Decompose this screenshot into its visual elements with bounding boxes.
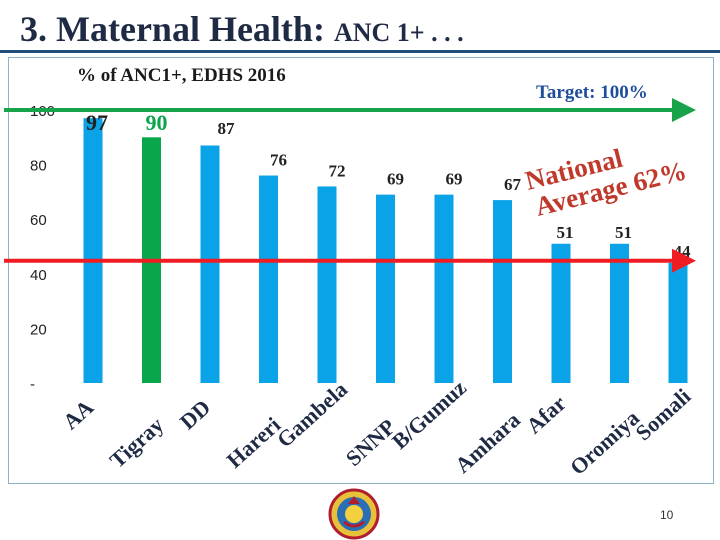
page-number: 10	[660, 508, 674, 522]
data-label: 97	[86, 110, 108, 135]
y-tick-label: 40	[30, 267, 47, 284]
target-label: Target: 100%	[536, 82, 648, 103]
data-labels: 97 90 87 76 72 69 69 67 51 51 44	[86, 110, 691, 261]
x-tick-label: SNNP	[341, 414, 400, 471]
data-label: 69	[446, 170, 463, 189]
x-tick-label: B/Gumuz	[387, 375, 471, 454]
y-tick-label: 80	[30, 158, 47, 175]
x-tick-label: Gambela	[272, 377, 352, 453]
x-tick-label: DD	[175, 395, 215, 435]
data-label: 69	[387, 170, 404, 189]
bar-dd	[200, 145, 220, 383]
reference-lines	[4, 98, 696, 273]
chart-frame	[8, 57, 714, 484]
data-label: 72	[329, 161, 346, 180]
data-label: 44	[674, 242, 692, 261]
x-tick-label: Afar	[521, 390, 571, 438]
bar-hareri	[259, 175, 278, 383]
x-tick-label: AA	[58, 394, 98, 434]
y-tick-label: 60	[30, 212, 47, 229]
data-label: 87	[218, 119, 236, 138]
title-divider	[0, 50, 720, 53]
slide-title: 3. Maternal Health: ANC 1+ . . .	[20, 8, 464, 50]
ministry-logo	[328, 488, 380, 540]
data-label: 67	[504, 175, 522, 194]
bar-amhara	[493, 200, 512, 383]
bar-afar	[551, 243, 571, 383]
x-tick-label: Somali	[631, 383, 696, 445]
x-tick-label: Tigray	[105, 412, 169, 473]
data-label: 51	[557, 223, 574, 242]
bar-snnp	[376, 194, 395, 383]
y-tick-label: 20	[30, 321, 47, 338]
x-tick-label: Amhara	[450, 407, 525, 478]
chart-title: % of ANC1+, EDHS 2016	[77, 65, 286, 86]
y-tick-label: -	[30, 376, 35, 393]
y-axis: -20406080100	[30, 103, 55, 393]
data-label: 51	[615, 223, 632, 242]
bar-aa	[83, 118, 103, 383]
data-label: 90	[146, 110, 168, 135]
bar-oromiya	[610, 243, 629, 383]
slide-title-sub: ANC 1+ . . .	[333, 18, 464, 47]
x-axis-labels: AA Tigray DD HareriGambelaSNNPB/GumuzAmhara…	[58, 375, 696, 480]
bar-gambela	[317, 186, 337, 383]
national-average-annotation: National Average 62%	[522, 143, 689, 222]
bar-somali	[668, 262, 688, 383]
x-tick-label: Oromiya	[565, 405, 644, 480]
bar-bgumuz	[434, 194, 454, 383]
x-tick-label: Hareri	[222, 412, 286, 473]
data-label: 76	[270, 151, 287, 170]
bar-chart: % of ANC1+, EDHS 2016 Target: 100% - 20 40…	[4, 65, 696, 480]
slide-title-main: 3. Maternal Health:	[20, 9, 325, 49]
